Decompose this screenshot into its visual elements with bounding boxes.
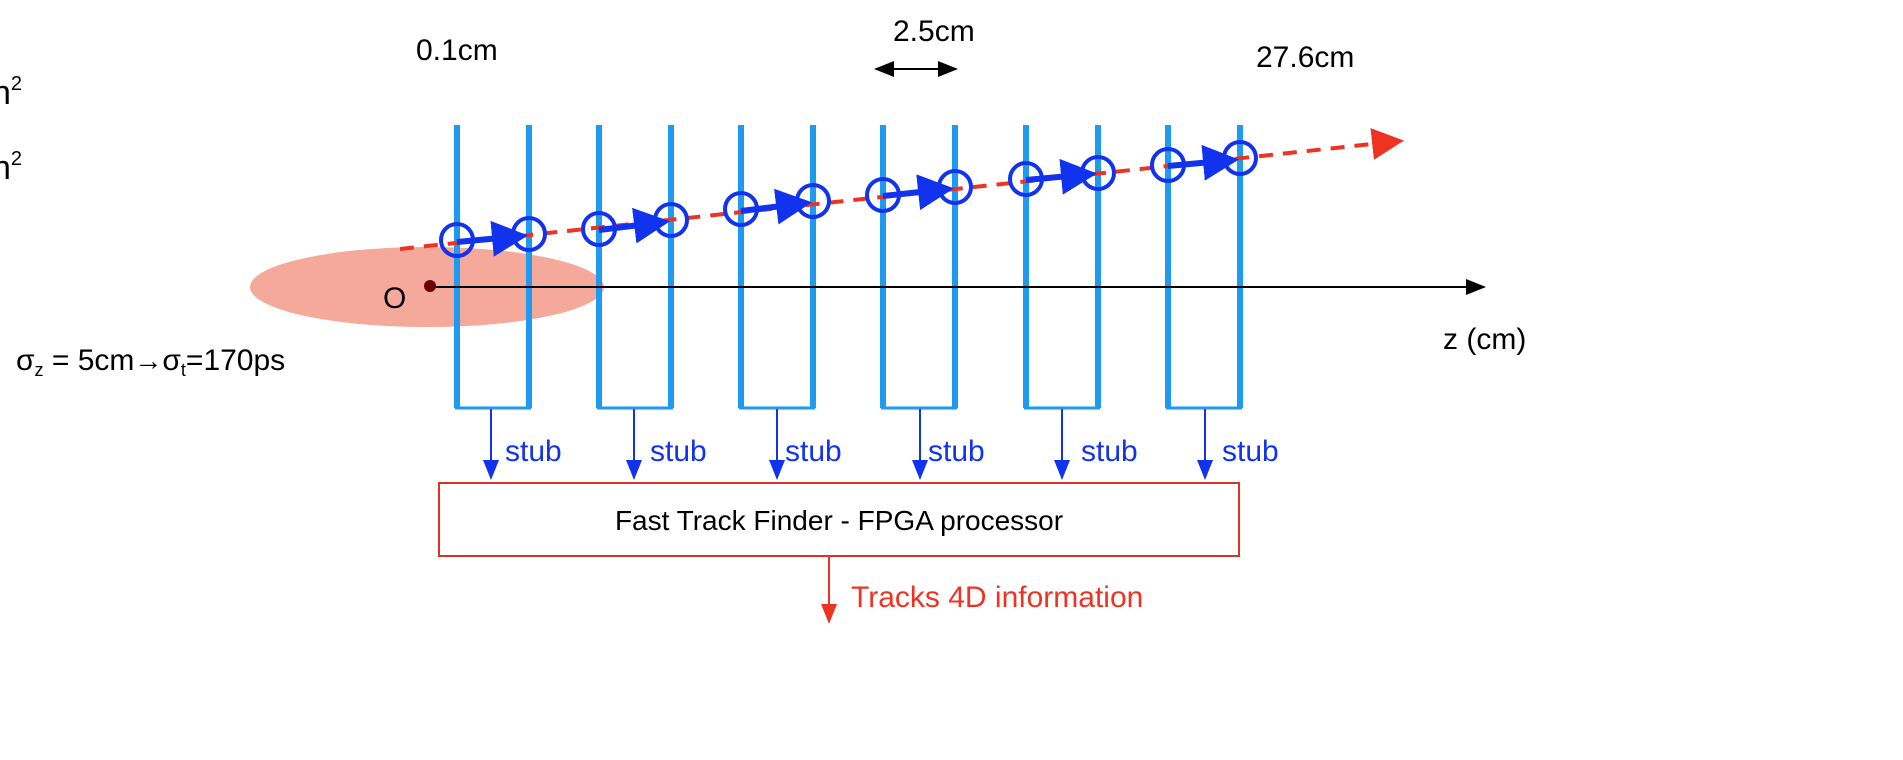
left-edge-label: 0.1cm (416, 34, 498, 67)
left-cut-text-2: n2 (0, 148, 22, 187)
stub-vectors (456, 144, 1239, 257)
beam-spread-label: σz = 5cm→σt=170ps (16, 344, 285, 381)
stub-vector-1 (456, 220, 528, 257)
arrow-right-icon: → (134, 345, 163, 376)
stub-vector-4 (882, 174, 954, 211)
left-cut-text-1: n2 (0, 73, 22, 112)
fpga-processor-label: Fast Track Finder - FPGA processor (615, 505, 1063, 536)
stub-vector-3 (740, 188, 812, 225)
sigma-t-value: =170ps (185, 344, 286, 377)
origin-point (424, 280, 436, 292)
sigma-z-sub: z (34, 360, 44, 380)
stub-label-4: stub (928, 435, 985, 468)
output-label: Tracks 4D information (851, 581, 1143, 614)
z-axis-label: z (cm) (1443, 323, 1526, 356)
sigma-t-sub: t (180, 360, 186, 380)
sigma-z-value: = 5cm (43, 344, 135, 377)
stub-vector-2 (598, 207, 670, 244)
stub-vector-5 (1025, 158, 1097, 195)
origin-label: O (383, 282, 406, 315)
sigma-z-symbol: σ (16, 344, 35, 377)
stub-arrows (483, 409, 1213, 480)
fpga-processor-box (438, 482, 1240, 557)
stub-vector-6 (1167, 144, 1239, 181)
hits (439, 140, 1258, 258)
sigma-t-symbol: σ (162, 344, 181, 377)
right-edge-label: 27.6cm (1256, 41, 1354, 74)
stub-label-5: stub (1081, 435, 1138, 468)
stub-label-6: stub (1222, 435, 1279, 468)
stub-label-2: stub (650, 435, 707, 468)
stub-label-1: stub (505, 435, 562, 468)
gap-label: 2.5cm (893, 15, 975, 48)
stub-label-3: stub (785, 435, 842, 468)
